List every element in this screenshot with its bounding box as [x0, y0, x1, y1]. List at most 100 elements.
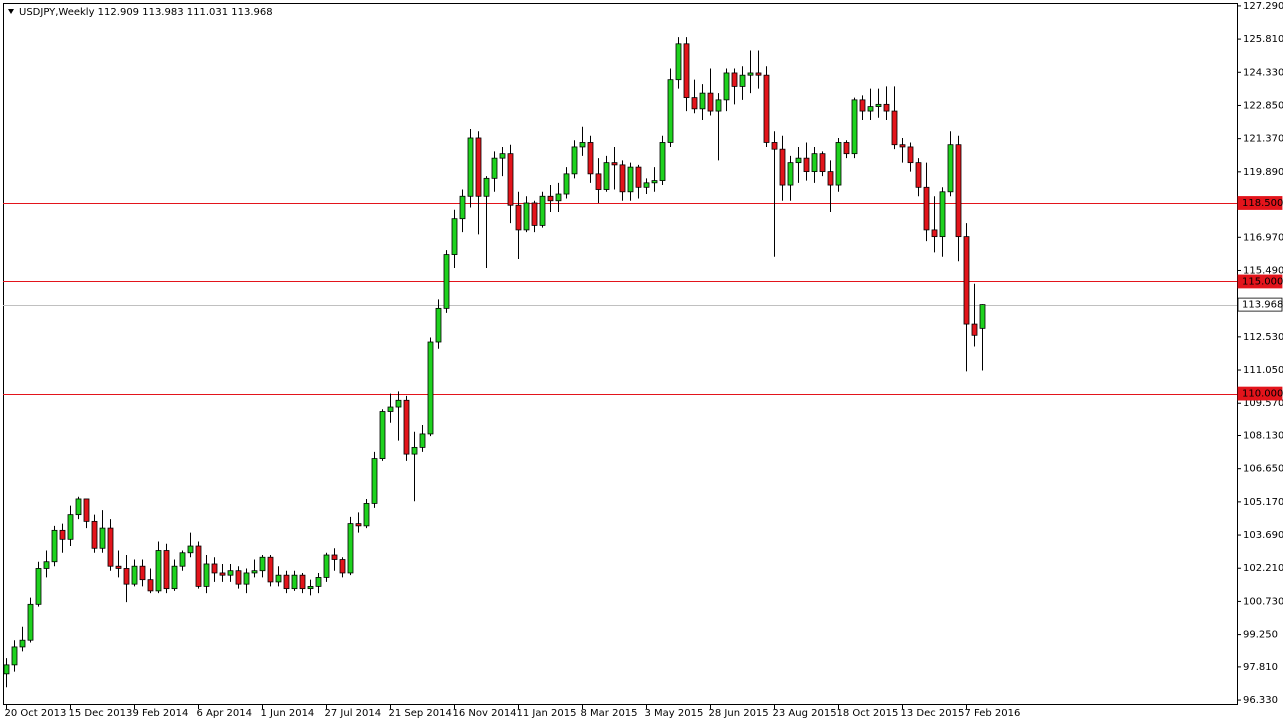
candle-body [915, 162, 922, 188]
y-tick-label: 109.570 [1243, 398, 1283, 409]
candle-body [835, 142, 842, 186]
x-tick-label: 28 Jun 2015 [709, 708, 769, 719]
x-tick-label: 16 Nov 2014 [453, 708, 517, 719]
candle-body [875, 103, 882, 107]
candle-body [275, 574, 282, 583]
x-tick-label: 13 Dec 2015 [901, 708, 965, 719]
candle-body [699, 92, 706, 110]
candle-body [611, 162, 618, 166]
candle-body [747, 72, 754, 76]
candle-body [267, 556, 274, 583]
y-tick-label: 99.250 [1243, 630, 1278, 641]
candle-body [579, 142, 586, 148]
candle-body [411, 446, 418, 455]
candle-body [307, 585, 314, 590]
candle-body [427, 341, 434, 435]
y-tick-label: 105.170 [1243, 497, 1283, 508]
menu-icon [8, 9, 14, 14]
candle-body [491, 157, 498, 179]
candle-body [659, 142, 666, 181]
candle-body [155, 550, 162, 592]
candle-body [643, 182, 650, 188]
candle-body [187, 545, 194, 554]
price-label-box [1237, 297, 1283, 312]
x-tick-label: 27 Jul 2014 [325, 708, 382, 719]
candle-body [595, 173, 602, 190]
candle-body [395, 399, 402, 408]
candle-body [547, 195, 554, 202]
candle-body [651, 180, 658, 184]
candle-body [555, 193, 562, 202]
price-label-box [1237, 386, 1283, 401]
candle-body [139, 565, 146, 581]
candle-body [723, 72, 730, 101]
candle-body [475, 137, 482, 197]
candle-body [123, 568, 130, 585]
candle-body [883, 103, 890, 112]
candle-body [51, 529, 58, 563]
candle-body [435, 307, 442, 343]
candle-body [819, 153, 826, 173]
candle-body [779, 148, 786, 186]
candle-body [371, 458, 378, 504]
candle-body [587, 142, 594, 175]
x-tick-label: 9 Feb 2014 [133, 708, 189, 719]
candle-body [907, 146, 914, 164]
candle-body [11, 646, 18, 666]
candle-body [979, 304, 986, 329]
candle-body [619, 164, 626, 193]
candle-body [251, 570, 258, 574]
candle-body [355, 523, 362, 527]
candle-body [387, 406, 394, 412]
candle-body [379, 411, 386, 459]
candle-body [3, 664, 10, 675]
plot-frame [3, 3, 1238, 705]
y-tick-label: 96.330 [1243, 695, 1278, 706]
candle-body [403, 399, 410, 455]
candle-body [795, 157, 802, 164]
candle-body [787, 162, 794, 186]
candle-body [707, 92, 714, 112]
candle-body [827, 171, 834, 186]
x-tick-label: 18 Oct 2015 [837, 708, 899, 719]
y-tick-label: 115.490 [1243, 265, 1283, 276]
y-tick-label: 102.210 [1243, 563, 1283, 574]
price-label: 110.000 [1242, 389, 1283, 400]
candle-body [675, 43, 682, 81]
x-tick-label: 23 Aug 2015 [773, 708, 837, 719]
candle-body [323, 554, 330, 578]
x-tick-label: 8 Mar 2015 [581, 708, 638, 719]
candle-body [571, 146, 578, 175]
candle-body [27, 603, 34, 641]
candle-body [963, 236, 970, 325]
candle-body [235, 570, 242, 585]
candle-body [931, 229, 938, 238]
x-tick-label: 6 Apr 2014 [197, 708, 252, 719]
candle-body [99, 527, 106, 549]
y-tick-label: 108.130 [1243, 431, 1283, 442]
y-tick-label: 119.890 [1243, 167, 1283, 178]
y-tick-label: 124.330 [1243, 67, 1283, 78]
candle-body [715, 99, 722, 112]
candle-body [315, 577, 322, 587]
candle-body [339, 559, 346, 574]
price-label: 113.968 [1242, 300, 1283, 311]
x-tick-label: 7 Feb 2016 [965, 708, 1021, 719]
candle-body [163, 550, 170, 590]
candle-body [59, 529, 66, 540]
candle-body [83, 498, 90, 522]
candle-body [219, 572, 226, 576]
candle-body [899, 144, 906, 148]
candle-body [107, 527, 114, 567]
candle-body [147, 579, 154, 592]
candle-body [115, 565, 122, 569]
candle-body [91, 520, 98, 549]
x-tick-label: 11 Jan 2015 [517, 708, 577, 719]
candle-body [443, 254, 450, 309]
candle-body [763, 74, 770, 143]
candle-body [851, 99, 858, 155]
y-tick-label: 116.970 [1243, 232, 1283, 243]
candle-body [515, 204, 522, 231]
candle-body [667, 79, 674, 143]
